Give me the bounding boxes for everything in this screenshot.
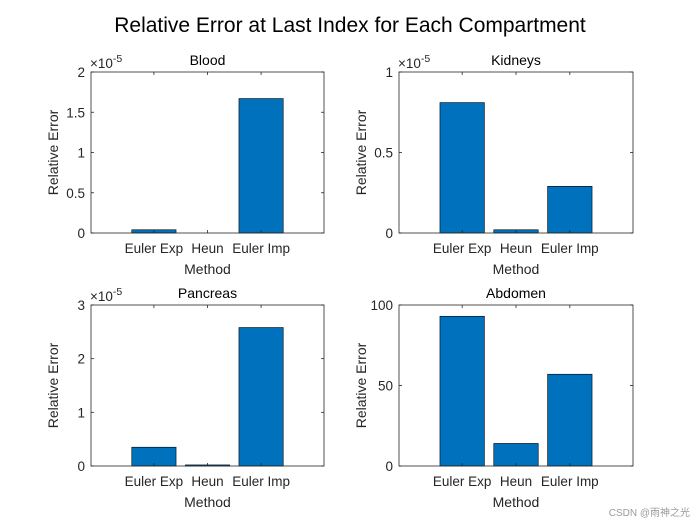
x-tick-label: Euler Exp [433, 474, 492, 489]
subplot-title: Abdomen [486, 285, 546, 301]
x-tick-label: Euler Imp [541, 474, 599, 489]
subplot-title: Pancreas [178, 285, 237, 301]
x-axis-label: Method [493, 494, 540, 510]
y-tick-label: 3 [77, 298, 85, 313]
subplot-pancreas: 0 1 2 3 Euler Exp Heun Euler Imp Pancreas ×10-5 M… [45, 285, 325, 510]
bar-euler-imp [238, 327, 284, 467]
figure-title: Relative Error at Last Index for Each Co… [114, 14, 586, 37]
subplot-blood: 0 0.5 1 1.5 2 Euler Exp Heun Euler Imp Blood ×10-… [45, 52, 325, 277]
plot-area [91, 72, 324, 233]
bar-euler-exp [439, 315, 485, 467]
bar-euler-imp [547, 373, 593, 467]
x-tick-label: Euler Imp [232, 474, 290, 489]
x-tick-label: Euler Imp [541, 241, 599, 256]
y-axis-label: Relative Error [353, 109, 369, 195]
x-tick-label: Heun [191, 241, 223, 256]
y-tick-label: 0 [77, 226, 85, 241]
y-tick-label: 0 [385, 226, 393, 241]
x-tick-label: Euler Exp [125, 241, 184, 256]
y-tick-label: 0 [77, 459, 85, 474]
x-axis-label: Method [184, 494, 231, 510]
subplot-title: Kidneys [491, 52, 541, 68]
subplot-kidneys: 0 0.5 1 Euler Exp Heun Euler Imp Kidneys ×10-5 M… [353, 52, 634, 277]
x-tick-label: Heun [500, 241, 532, 256]
y-tick-label: 100 [370, 298, 393, 313]
bar-euler-imp [547, 186, 593, 234]
y-tick-label: 0.5 [66, 186, 85, 201]
x-tick-label: Heun [500, 474, 532, 489]
y-axis-label: Relative Error [45, 342, 61, 428]
axis-exponent: ×10-5 [90, 53, 122, 71]
x-tick-label: Euler Imp [232, 241, 290, 256]
bar-euler-exp [439, 102, 485, 234]
subplot-grid: 0 0.5 1 1.5 2 Euler Exp Heun Euler Imp Blood ×10-… [45, 52, 634, 510]
plot-area [91, 305, 324, 466]
x-axis-label: Method [493, 261, 540, 277]
plot-area [399, 305, 633, 466]
subplot-abdomen: 0 50 100 Euler Exp Heun Euler Imp Abdomen Metho… [353, 285, 634, 510]
y-tick-label: 1 [77, 405, 85, 420]
x-tick-label: Heun [191, 474, 223, 489]
bar-euler-imp [238, 98, 284, 234]
y-tick-label: 50 [378, 379, 393, 394]
y-tick-label: 0.5 [374, 146, 393, 161]
axis-exponent: ×10-5 [90, 286, 122, 304]
y-tick-label: 1 [77, 146, 85, 161]
x-axis-label: Method [184, 261, 231, 277]
bar-heun [493, 443, 539, 467]
subplot-title: Blood [190, 52, 226, 68]
y-tick-label: 0 [385, 459, 393, 474]
axis-exponent: ×10-5 [398, 53, 430, 71]
y-tick-label: 2 [77, 65, 85, 80]
y-tick-label: 2 [77, 352, 85, 367]
plot-area [399, 72, 633, 233]
x-tick-label: Euler Exp [433, 241, 492, 256]
y-axis-label: Relative Error [45, 109, 61, 195]
y-tick-label: 1.5 [66, 105, 85, 120]
x-tick-label: Euler Exp [125, 474, 184, 489]
y-tick-label: 1 [385, 65, 393, 80]
y-axis-label: Relative Error [353, 342, 369, 428]
watermark: CSDN @雨神之光 [609, 506, 690, 519]
